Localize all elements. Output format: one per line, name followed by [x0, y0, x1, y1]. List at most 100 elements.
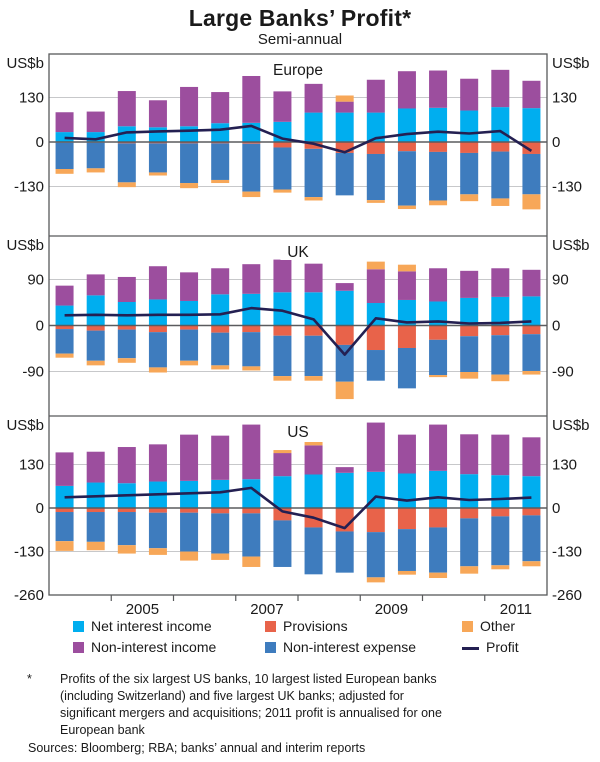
- footnote-line: Profits of the six largest US banks, 10 …: [60, 672, 437, 686]
- bar-segment-non_interest_income: [86, 111, 105, 133]
- bar-segment-other: [148, 548, 167, 555]
- bar-segment-non_interest_expense: [242, 332, 261, 367]
- bar-segment-provisions: [242, 325, 261, 333]
- bar-segment-net_interest_income: [397, 108, 416, 142]
- bar-segment-other: [397, 205, 416, 210]
- bar-segment-non_interest_expense: [429, 339, 448, 376]
- bar-segment-non_interest_income: [242, 424, 261, 480]
- bar-segment-provisions: [242, 142, 261, 144]
- bar-segment-non_interest_income: [273, 259, 292, 293]
- bar-segment-other: [242, 366, 261, 371]
- bar-segment-non_interest_income: [429, 268, 448, 302]
- bar-segment-provisions: [522, 508, 541, 516]
- bar-segment-other: [491, 198, 510, 206]
- bar-segment-net_interest_income: [522, 296, 541, 326]
- bar-segment-non_interest_expense: [366, 350, 385, 381]
- bar-segment-non_interest_expense: [335, 152, 354, 196]
- bar-segment-provisions: [335, 325, 354, 345]
- bar-segment-other: [460, 194, 479, 202]
- bar-segment-non_interest_income: [460, 270, 479, 298]
- bar-segment-provisions: [491, 325, 510, 336]
- bar-segment-net_interest_income: [491, 475, 510, 508]
- bar-segment-non_interest_expense: [148, 512, 167, 549]
- bar-segment-other: [211, 179, 230, 184]
- bar-segment-other: [397, 570, 416, 575]
- bar-segment-other: [522, 370, 541, 375]
- y-axis-label: -130: [552, 544, 582, 561]
- bar-segment-provisions: [55, 508, 74, 513]
- legend-item-non_interest_expense: Non-interest expense: [265, 638, 416, 656]
- bar-segment-net_interest_income: [273, 476, 292, 508]
- legend-item-profit: Profit: [462, 638, 519, 656]
- bar-segment-non_interest_expense: [55, 512, 74, 542]
- bar-segment-other: [211, 365, 230, 370]
- bar-segment-non_interest_income: [86, 274, 105, 296]
- bar-segment-non_interest_expense: [460, 518, 479, 567]
- bar-segment-provisions: [366, 142, 385, 154]
- bar-segment-provisions: [117, 508, 136, 513]
- footnote-star: *: [27, 672, 32, 686]
- bar-segment-net_interest_income: [366, 471, 385, 508]
- bar-segment-other: [304, 197, 323, 201]
- bar-segment-provisions: [366, 325, 385, 351]
- year-label: 2005: [126, 601, 159, 616]
- bar-segment-net_interest_income: [460, 110, 479, 142]
- bar-segment-other: [242, 191, 261, 198]
- bar-segment-provisions: [55, 325, 74, 330]
- bar-segment-non_interest_expense: [522, 334, 541, 371]
- footnote-line: (including Switzerland) and five largest…: [60, 689, 404, 703]
- bar-segment-provisions: [366, 508, 385, 533]
- bar-segment-non_interest_income: [86, 451, 105, 483]
- bar-segment-provisions: [304, 142, 323, 149]
- bar-segment-provisions: [397, 508, 416, 530]
- legend-label: Other: [480, 618, 516, 634]
- bar-segment-other: [117, 182, 136, 188]
- bar-segment-net_interest_income: [148, 299, 167, 326]
- bar-segment-non_interest_income: [397, 271, 416, 300]
- bar-segment-non_interest_income: [335, 467, 354, 473]
- profit-chart-canvas: 130 130 0 0 -130 -130 US$b US$b Europe 90 90 0 0 -90 -…: [6, 53, 590, 616]
- bar-segment-non_interest_expense: [148, 332, 167, 368]
- bar-segment-non_interest_income: [180, 86, 199, 127]
- bar-segment-non_interest_expense: [366, 153, 385, 201]
- profit-line: [64, 306, 532, 356]
- legend-label: Non-interest income: [91, 639, 217, 655]
- bar-segment-net_interest_income: [180, 126, 199, 142]
- sources-line: Sources: Bloomberg; RBA; banks’ annual a…: [28, 741, 366, 755]
- bar-segment-non_interest_income: [522, 269, 541, 297]
- bar-segment-non_interest_income: [397, 71, 416, 109]
- bar-segment-non_interest_expense: [522, 515, 541, 562]
- bar-segment-net_interest_income: [211, 479, 230, 508]
- bar-segment-other: [148, 172, 167, 176]
- footnote-text: Profits of the six largest US banks, 10 …: [60, 671, 570, 739]
- bar-segment-other: [55, 169, 74, 174]
- bar-segment-non_interest_expense: [117, 143, 136, 183]
- panel-title-bg: [280, 423, 316, 440]
- panel-title: US: [287, 424, 309, 441]
- bar-segment-net_interest_income: [522, 476, 541, 508]
- bar-segment-other: [86, 541, 105, 551]
- year-label: 2011: [500, 601, 532, 616]
- bar-segment-non_interest_expense: [55, 329, 74, 354]
- bar-segment-other: [304, 376, 323, 381]
- chart-legend: Net interest income Provisions Other Non-in…: [0, 617, 600, 661]
- bar-segment-non_interest_income: [460, 78, 479, 111]
- bar-segment-non_interest_expense: [366, 532, 385, 578]
- bar-segment-non_interest_income: [211, 435, 230, 480]
- bar-segment-net_interest_income: [117, 126, 136, 142]
- bar-segment-other: [366, 200, 385, 203]
- y-axis-label: -130: [552, 178, 582, 195]
- legend-label: Provisions: [283, 618, 348, 634]
- bar-segment-net_interest_income: [86, 132, 105, 142]
- bar-segment-provisions: [460, 508, 479, 519]
- year-label: 2007: [250, 601, 283, 616]
- bar-segment-other: [335, 381, 354, 400]
- bar-segment-net_interest_income: [397, 473, 416, 508]
- bar-segment-non_interest_income: [522, 437, 541, 477]
- bar-segment-provisions: [429, 142, 448, 152]
- bar-segment-provisions: [211, 508, 230, 514]
- bar-segment-net_interest_income: [55, 132, 74, 142]
- bar-segment-non_interest_income: [55, 112, 74, 133]
- bar-segment-non_interest_expense: [335, 531, 354, 573]
- bar-segment-non_interest_income: [180, 434, 199, 481]
